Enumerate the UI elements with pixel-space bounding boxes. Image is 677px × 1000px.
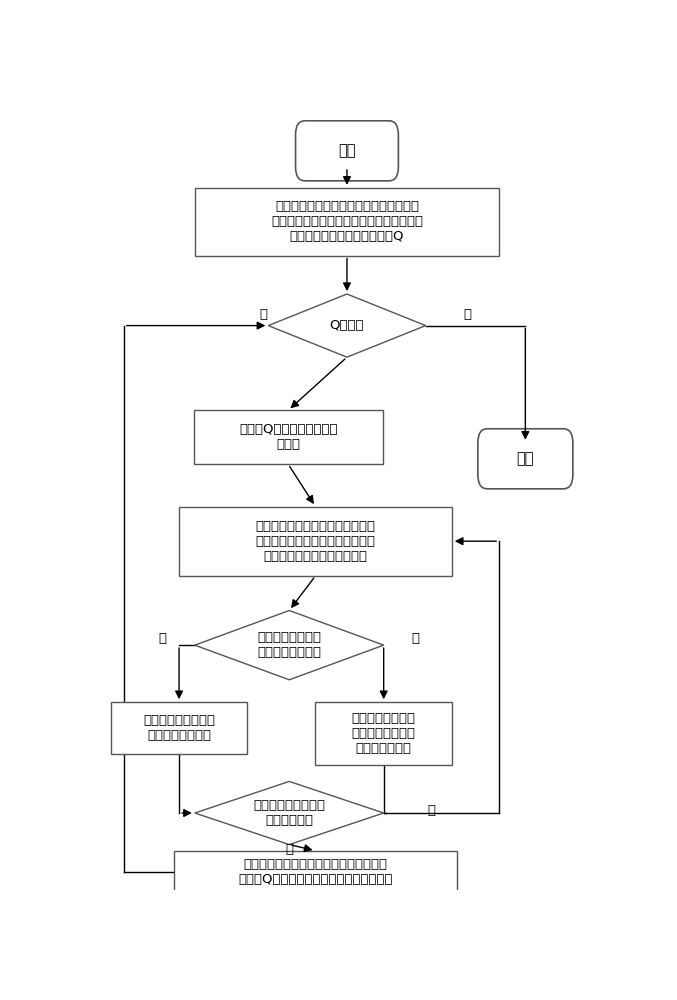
FancyBboxPatch shape (179, 507, 452, 576)
Text: 从链表Q中取出第一个待传
输业务: 从链表Q中取出第一个待传 输业务 (239, 423, 337, 451)
Text: Q表空？: Q表空？ (330, 319, 364, 332)
FancyBboxPatch shape (194, 410, 383, 464)
Text: 结束: 结束 (517, 451, 534, 466)
Text: 业务的传输路径、时
隙分配完成？: 业务的传输路径、时 隙分配完成？ (253, 799, 325, 827)
Text: 根据源和目的节点请求，在路由权
值矩阵中元素从最大值开始选择对
应满足业务的传输时隙的光路: 根据源和目的节点请求，在路由权 值矩阵中元素从最大值开始选择对 应满足业务的传输… (255, 520, 376, 563)
Polygon shape (268, 294, 426, 357)
Text: 计算各传输光路的可用带宽，划分网络时
隙；将业务请求按照传输开始时隙编号从小
到大顺序排列成业务时隙链表Q: 计算各传输光路的可用带宽，划分网络时 隙；将业务请求按照传输开始时隙编号从小 到… (271, 200, 423, 243)
FancyBboxPatch shape (296, 121, 398, 181)
FancyBboxPatch shape (315, 702, 452, 765)
Text: 标记光路的剩余带
宽，传输时隙标记
为带宽不足时隙: 标记光路的剩余带 宽，传输时隙标记 为带宽不足时隙 (351, 712, 416, 755)
Polygon shape (195, 610, 384, 680)
Text: 更新光路中各链路剩余带宽和可用时隙信
息，从Q表中删除已分配时隙和带宽的业务: 更新光路中各链路剩余带宽和可用时隙信 息，从Q表中删除已分配时隙和带宽的业务 (238, 858, 393, 886)
Text: 否: 否 (259, 308, 267, 321)
Text: 光中的可用带宽满
足业务带宽需求？: 光中的可用带宽满 足业务带宽需求？ (257, 631, 322, 659)
FancyBboxPatch shape (195, 188, 499, 256)
Text: 光路对应传输时隙标
记为带宽充足时隙: 光路对应传输时隙标 记为带宽充足时隙 (143, 714, 215, 742)
Text: 否: 否 (427, 804, 435, 817)
Text: 否: 否 (411, 632, 419, 645)
FancyBboxPatch shape (174, 851, 457, 894)
Text: 是: 是 (464, 308, 472, 321)
Polygon shape (195, 781, 384, 845)
Text: 是: 是 (285, 843, 293, 856)
FancyBboxPatch shape (111, 702, 247, 754)
Text: 开始: 开始 (338, 143, 355, 158)
Text: 是: 是 (158, 632, 167, 645)
FancyBboxPatch shape (478, 429, 573, 489)
